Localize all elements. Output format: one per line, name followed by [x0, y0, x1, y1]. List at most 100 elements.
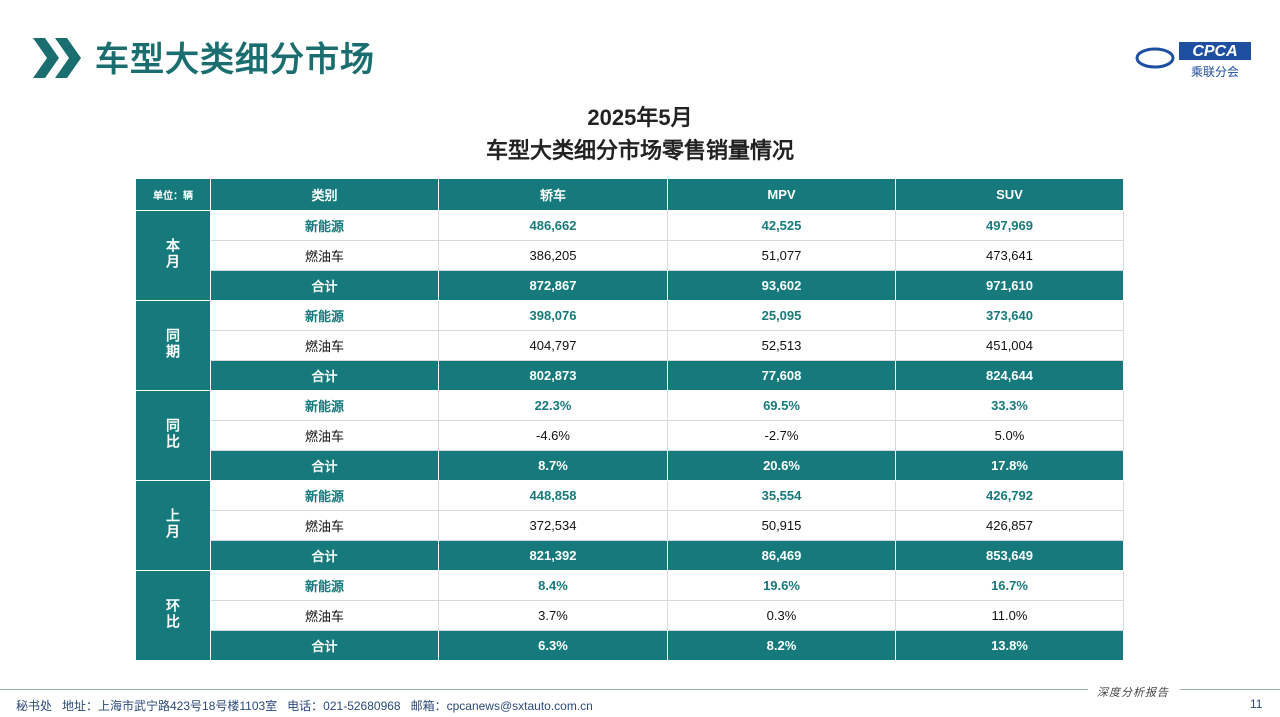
- group-label: 环比: [135, 570, 211, 661]
- row-category: 新能源: [210, 300, 439, 331]
- row-category: 燃油车: [210, 240, 439, 271]
- data-row: 燃油车 386,205 51,077 473,641: [136, 240, 1124, 271]
- cell-value: 22.3%: [438, 390, 668, 421]
- group-label: 本月: [135, 210, 211, 301]
- cell-value: 13.8%: [895, 630, 1124, 661]
- cell-value: 448,858: [438, 480, 668, 511]
- data-row: 合计 872,867 93,602 971,610: [136, 270, 1124, 301]
- cell-value: 52,513: [667, 330, 896, 361]
- cell-value: 6.3%: [438, 630, 668, 661]
- footer-line: [1180, 689, 1280, 690]
- cell-value: 398,076: [438, 300, 668, 331]
- footer-line: [0, 689, 1088, 690]
- data-row: 上月 新能源 448,858 35,554 426,792: [135, 480, 1124, 571]
- cell-value: -4.6%: [438, 420, 668, 451]
- group-label-text: 同比: [165, 418, 181, 450]
- row-category: 燃油车: [210, 510, 439, 541]
- row-category: 燃油车: [210, 420, 439, 451]
- column-header: MPV: [667, 178, 896, 211]
- cell-value: 426,792: [895, 480, 1124, 511]
- cell-value: 33.3%: [895, 390, 1124, 421]
- data-row: 合计 821,392 86,469 853,649: [136, 540, 1124, 571]
- group-label: 上月: [135, 480, 211, 571]
- page-number: 11: [1250, 697, 1263, 711]
- cell-value: 404,797: [438, 330, 668, 361]
- cell-value: 497,969: [895, 210, 1124, 241]
- row-category: 合计: [210, 450, 439, 481]
- logo: CPCA 乘联分会: [1135, 42, 1251, 79]
- table-subtitle: 车型大类细分市场零售销量情况: [485, 138, 794, 163]
- cell-value: 0.3%: [667, 600, 896, 631]
- row-category: 合计: [210, 630, 439, 661]
- data-row: 合计 802,873 77,608 824,644: [136, 360, 1124, 391]
- cell-value: 25,095: [667, 300, 896, 331]
- cell-value: 386,205: [438, 240, 668, 271]
- table-title: 2025年5月: [587, 105, 693, 130]
- row-category: 燃油车: [210, 330, 439, 361]
- cell-value: 8.2%: [667, 630, 896, 661]
- data-row: 同比 新能源 22.3% 69.5% 33.3%: [135, 390, 1124, 481]
- cell-value: 42,525: [667, 210, 896, 241]
- cell-value: 86,469: [667, 540, 896, 571]
- cell-value: 16.7%: [895, 570, 1124, 601]
- logo-subtext: 乘联分会: [1191, 65, 1239, 79]
- cell-value: 77,608: [667, 360, 896, 391]
- row-category: 新能源: [210, 210, 439, 241]
- group-label-text: 上月: [165, 508, 181, 540]
- group-label: 同比: [135, 390, 211, 481]
- cell-value: 50,915: [667, 510, 896, 541]
- data-row: 燃油车 -4.6% -2.7% 5.0%: [136, 420, 1124, 451]
- cell-value: 19.6%: [667, 570, 896, 601]
- header-row: 单位：辆 类别 轿车 MPV SUV: [135, 178, 1124, 211]
- cell-value: 802,873: [438, 360, 668, 391]
- cell-value: 451,004: [895, 330, 1124, 361]
- cell-value: 51,077: [667, 240, 896, 271]
- cell-value: 426,857: [895, 510, 1124, 541]
- column-header: 轿车: [438, 178, 668, 211]
- cell-value: -2.7%: [667, 420, 896, 451]
- page-title: 车型大类细分市场: [95, 41, 375, 79]
- row-category: 合计: [210, 540, 439, 571]
- footer-contact: 秘书处 地址：上海市武宁路423号18号楼1103室 电话：021-526809…: [16, 699, 593, 713]
- row-category: 合计: [210, 360, 439, 391]
- cell-value: 17.8%: [895, 450, 1124, 481]
- cell-value: 5.0%: [895, 420, 1124, 451]
- cell-value: 11.0%: [895, 600, 1124, 631]
- footer-tag: 深度分析报告: [1097, 687, 1169, 699]
- cell-value: 821,392: [438, 540, 668, 571]
- row-category: 新能源: [210, 480, 439, 511]
- cell-value: 853,649: [895, 540, 1124, 571]
- cell-value: 8.7%: [438, 450, 668, 481]
- cell-value: 3.7%: [438, 600, 668, 631]
- group-label-text: 本月: [165, 238, 181, 270]
- cell-value: 486,662: [438, 210, 668, 241]
- cell-value: 373,640: [895, 300, 1124, 331]
- cell-value: 473,641: [895, 240, 1124, 271]
- unit-cell: 单位：辆: [135, 178, 211, 211]
- cell-value: 20.6%: [667, 450, 896, 481]
- data-row: 燃油车 372,534 50,915 426,857: [136, 510, 1124, 541]
- sales-table: 单位：辆 类别 轿车 MPV SUV 本月 新能源 486,662 42,525 497,969 燃…: [135, 178, 1124, 661]
- data-row: 环比 新能源 8.4% 19.6% 16.7%: [135, 570, 1124, 661]
- cell-value: 971,610: [895, 270, 1124, 301]
- row-category: 新能源: [210, 390, 439, 421]
- cell-value: 35,554: [667, 480, 896, 511]
- column-header: SUV: [895, 178, 1124, 211]
- group-label-text: 环比: [165, 598, 181, 630]
- data-row: 合计 6.3% 8.2% 13.8%: [136, 630, 1124, 661]
- cell-value: 69.5%: [667, 390, 896, 421]
- data-row: 同期 新能源 398,076 25,095 373,640: [135, 300, 1124, 391]
- cell-value: 872,867: [438, 270, 668, 301]
- row-category: 合计: [210, 270, 439, 301]
- cell-value: 824,644: [895, 360, 1124, 391]
- cell-value: 372,534: [438, 510, 668, 541]
- row-category: 新能源: [210, 570, 439, 601]
- cell-value: 93,602: [667, 270, 896, 301]
- chevron-icon: [33, 38, 81, 78]
- logo-text: CPCA: [1192, 43, 1237, 60]
- cell-value: 8.4%: [438, 570, 668, 601]
- data-row: 燃油车 404,797 52,513 451,004: [136, 330, 1124, 361]
- group-label-text: 同期: [165, 328, 181, 360]
- group-label: 同期: [135, 300, 211, 391]
